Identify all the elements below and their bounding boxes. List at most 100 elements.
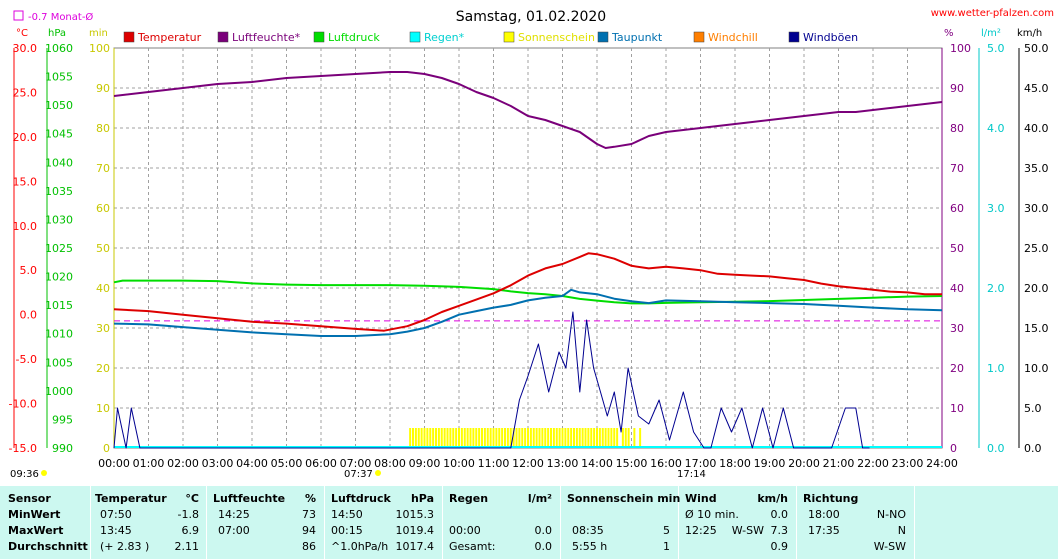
pressure-tick-label: 1050: [45, 99, 73, 112]
legend-label: Luftfeuchte*: [232, 31, 301, 44]
legend-label: Regen*: [424, 31, 465, 44]
rain-tick-label: 4.0: [987, 122, 1005, 135]
legend-swatch: [788, 31, 800, 43]
legend-swatch: [503, 31, 515, 43]
stats-row-label: MinWert: [8, 508, 61, 521]
stats-humidity-value: 73: [302, 508, 316, 521]
stats-pressure-value: 1019.4: [395, 524, 435, 537]
series-line-luftdruck: [113, 279, 943, 305]
stats-wind-value: 7.3: [770, 524, 789, 537]
stats-header-humidity-unit: %: [304, 492, 316, 505]
chart-title: Samstag, 01.02.2020: [456, 9, 606, 25]
humidity-tick-label: 80: [950, 122, 964, 135]
sunshine-bars: [409, 428, 642, 448]
sun-tick-label: 20: [96, 362, 110, 375]
x-tick-label: 08:00: [374, 457, 406, 470]
stats-column: [442, 486, 561, 559]
humidity-tick-label: 50: [950, 242, 964, 255]
stats-column: [796, 486, 915, 559]
x-tick-label: 18:00: [719, 457, 751, 470]
sun-tick-label: 90: [96, 82, 110, 95]
x-tick-label: 21:00: [823, 457, 855, 470]
stats-direction-value: N: [897, 524, 906, 537]
pressure-tick-label: 1040: [45, 156, 73, 169]
stats-wind-time: 12:25: [685, 524, 717, 537]
pressure-tick-label: 995: [52, 413, 73, 426]
x-tick-label: 17:00: [685, 457, 717, 470]
x-tick-label: 10:00: [443, 457, 475, 470]
humidity-tick-label: 0: [950, 442, 957, 455]
stats-humidity-time: 07:00: [218, 524, 250, 537]
stats-row-label: MaxWert: [8, 524, 64, 537]
x-tick-label: 13:00: [547, 457, 579, 470]
x-tick-label: 06:00: [305, 457, 337, 470]
legend-label: Taupunkt: [611, 31, 663, 44]
stats-humidity-value: 94: [302, 524, 316, 537]
sunrise-icon: [375, 470, 381, 476]
legend-label: Sonnenschein: [518, 31, 595, 44]
legend-swatch: [409, 31, 421, 43]
pressure-tick-label: 1010: [45, 328, 73, 341]
wind-tick-label: 10.0: [1024, 362, 1049, 375]
website-label[interactable]: www.wetter-pfalzen.com: [931, 8, 1054, 19]
x-tick-label: 03:00: [202, 457, 234, 470]
temp-tick-label: 20.0: [13, 131, 38, 144]
humidity-tick-label: 10: [950, 402, 964, 415]
stats-pressure-time: ^1.0hPa/h: [331, 540, 389, 553]
stats-column: [678, 486, 797, 559]
x-tick-label: 01:00: [133, 457, 165, 470]
stats-header-humidity: Luftfeuchte: [213, 492, 286, 505]
stats-temp-value: 6.9: [181, 524, 200, 537]
legend-swatch: [123, 31, 135, 43]
month-avg-label: -0.7 Monat-Ø: [28, 11, 93, 23]
humidity-tick-label: 20: [950, 362, 964, 375]
pressure-tick-label: 1030: [45, 213, 73, 226]
rain-tick-label: 3.0: [987, 202, 1005, 215]
wind-tick-label: 40.0: [1024, 122, 1049, 135]
temp-tick-label: 5.0: [20, 264, 38, 277]
rain-tick-label: 0.0: [987, 442, 1005, 455]
x-tick-label: 19:00: [754, 457, 786, 470]
stats-pressure-value: 1015.3: [395, 508, 435, 521]
stats-direction-value: W-SW: [873, 540, 906, 553]
series-line-temperatur: [113, 252, 942, 332]
wind-tick-label: 5.0: [1024, 402, 1042, 415]
axes: 30.0 25.0 20.0 15.0 10.0 5.0 0.0 -5.0 -10.0 -15.0…: [9, 42, 1049, 455]
humidity-tick-label: 90: [950, 82, 964, 95]
stats-direction-time: 18:00: [808, 508, 840, 521]
stats-sunshine-value: 1: [663, 540, 670, 553]
rain-tick-label: 1.0: [987, 362, 1005, 375]
legend: Temperatur Luftfeuchte* Luftdruck Regen* Son…: [123, 31, 858, 44]
sun-icon-left: [41, 470, 47, 476]
stats-header-pressure-unit: hPa: [410, 492, 434, 505]
temp-tick-label: -10.0: [9, 398, 37, 411]
legend-label: Windchill: [708, 31, 758, 44]
sun-tick-label: 100: [89, 42, 110, 55]
series-line-taupunkt: [113, 288, 943, 337]
x-tick-label: 04:00: [236, 457, 268, 470]
x-tick-label: 00:00: [98, 457, 130, 470]
sun-tick-label: 60: [96, 202, 110, 215]
sun-tick-label: 10: [96, 402, 110, 415]
pressure-tick-label: 1015: [45, 299, 73, 312]
stats-column: [324, 486, 443, 559]
x-tick-label: 02:00: [167, 457, 199, 470]
stats-direction-value: N-NO: [876, 508, 906, 521]
x-tick-label: 15:00: [616, 457, 648, 470]
temp-axis-unit: °C: [16, 28, 28, 39]
wind-tick-label: 0.0: [1024, 442, 1042, 455]
pressure-tick-label: 1035: [45, 185, 73, 198]
stats-header-sensor: Sensor: [8, 492, 51, 505]
x-tick-label: 05:00: [271, 457, 303, 470]
stats-rain-time: Gesamt:: [449, 540, 496, 553]
sun-tick-label: 50: [96, 242, 110, 255]
x-tick-label: 12:00: [512, 457, 544, 470]
sun-axis-unit: min: [89, 28, 108, 39]
stats-temp-value: -1.8: [177, 508, 199, 521]
wind-tick-label: 35.0: [1024, 162, 1049, 175]
stats-wind-value: 0.9: [770, 540, 789, 553]
pressure-tick-label: 1000: [45, 385, 73, 398]
wind-tick-label: 45.0: [1024, 82, 1049, 95]
stats-row-label: Durchschnitt: [8, 540, 88, 553]
stats-column: [90, 486, 207, 559]
